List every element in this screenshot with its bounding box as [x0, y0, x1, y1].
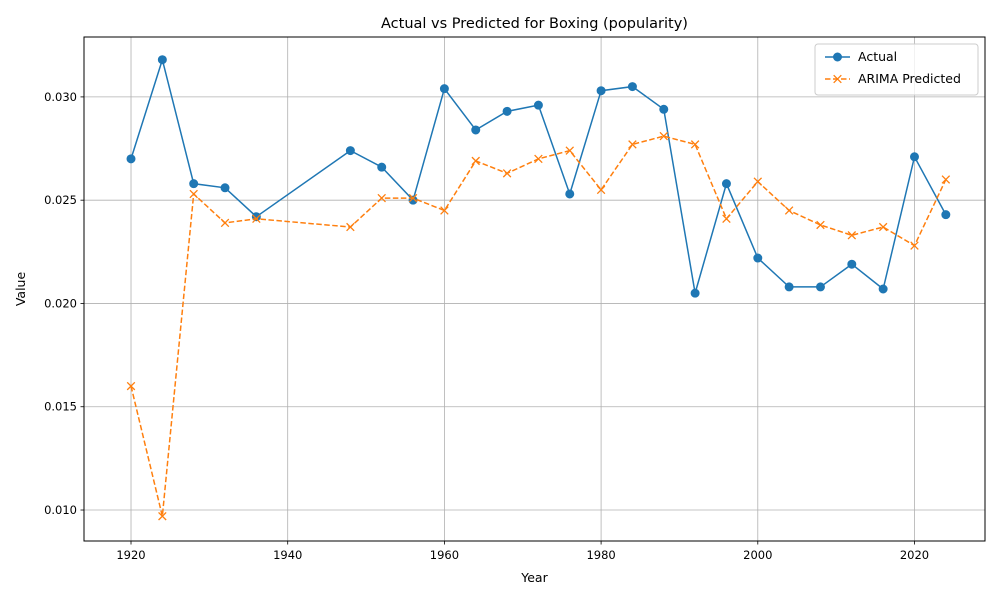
plot-frame [83, 36, 986, 542]
actual-point [815, 282, 825, 292]
x-tick-label: 1980 [586, 548, 615, 562]
predicted-point [126, 381, 136, 391]
legend-actual-label: Actual [858, 49, 897, 64]
predicted-point [346, 222, 355, 232]
actual-point [377, 162, 387, 172]
y-tick-label: 0.030 [44, 90, 77, 104]
legend-predicted-swatch [825, 74, 850, 84]
actual-point [189, 179, 199, 189]
actual-point [471, 125, 481, 135]
y-tick-label: 0.015 [44, 400, 77, 414]
ticks: 1920 1940 1960 1980 2000 2020 0.010 0.015 0.020 0… [44, 90, 929, 562]
x-tick-label: 1960 [430, 548, 459, 562]
predicted-point [252, 214, 261, 224]
predicted-point [502, 169, 512, 178]
actual-point [784, 282, 794, 292]
predicted-point [784, 206, 794, 215]
actual-point [627, 82, 637, 92]
actual-point [596, 86, 606, 96]
chart-title: Actual vs Predicted for Boxing (populari… [381, 16, 688, 32]
actual-point [878, 284, 888, 294]
predicted-point [440, 206, 449, 215]
legend-actual-marker [833, 52, 842, 62]
predicted-point [408, 193, 418, 203]
predicted-point [878, 222, 888, 232]
series-actual [126, 55, 951, 298]
series-predicted [126, 131, 951, 521]
y-axis-label: Value [13, 272, 28, 307]
legend-predicted-label: ARIMA Predicted [858, 71, 961, 86]
predicted-point [220, 218, 230, 228]
predicted-point [753, 177, 763, 186]
predicted-point [628, 140, 637, 149]
actual-point [439, 84, 449, 94]
y-tick-label: 0.020 [44, 296, 77, 310]
actual-point [157, 55, 167, 65]
x-axis-label: Year [520, 570, 548, 585]
actual-point [690, 288, 700, 298]
actual-point [220, 183, 230, 193]
actual-point [941, 210, 951, 220]
predicted-point [722, 214, 731, 224]
x-tick-label: 2020 [900, 548, 929, 562]
y-tick-label: 0.010 [44, 503, 77, 517]
predicted-point [377, 193, 386, 203]
y-tick-label: 0.025 [44, 193, 77, 207]
actual-point [345, 146, 355, 156]
predicted-point [659, 131, 669, 141]
actual-point [659, 104, 669, 114]
actual-point [126, 154, 136, 164]
x-tick-label: 1940 [273, 548, 302, 562]
predicted-point [690, 140, 700, 149]
predicted-point [158, 511, 167, 521]
actual-point [721, 179, 731, 189]
series-group [126, 55, 951, 521]
legend-box [814, 43, 979, 96]
predicted-point [596, 185, 606, 195]
actual-point [909, 152, 919, 162]
actual-point [533, 100, 543, 110]
predicted-point [189, 189, 198, 199]
actual-point [565, 189, 575, 199]
x-tick-label: 2000 [743, 548, 772, 562]
actual-point [847, 259, 857, 269]
predicted-point [910, 241, 919, 250]
predicted-point [471, 156, 480, 166]
x-tick-label: 1920 [116, 548, 145, 562]
predicted-point [941, 175, 951, 184]
grid [84, 37, 985, 541]
predicted-point [565, 146, 575, 155]
actual-point [753, 253, 763, 263]
predicted-point [816, 220, 825, 230]
predicted-point [847, 231, 857, 240]
actual-point [502, 106, 512, 116]
legend-actual-swatch [825, 52, 850, 62]
legend-predicted-marker [833, 74, 842, 84]
predicted-point [534, 154, 543, 164]
legend: Actual ARIMA Predicted [814, 43, 979, 96]
